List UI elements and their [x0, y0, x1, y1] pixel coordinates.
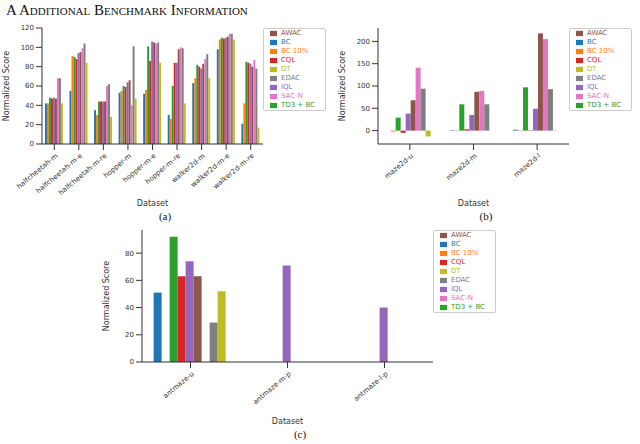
svg-text:antmaze-l-p: antmaze-l-p: [352, 370, 390, 403]
svg-text:Dataset: Dataset: [458, 199, 489, 208]
html-text:CQL: CQL: [281, 56, 296, 64]
svg-text:200: 200: [357, 38, 370, 46]
svg-text:40: 40: [25, 102, 34, 110]
svg-text:maze2d-l: maze2d-l: [512, 152, 542, 179]
html-text:(a): (a): [158, 210, 172, 222]
svg-text:Dataset: Dataset: [272, 417, 303, 426]
html-text:EDAC: EDAC: [587, 74, 607, 82]
svg-text:hopper-m-e: hopper-m-e: [121, 152, 158, 185]
svg-text:Normalized Score: Normalized Score: [102, 261, 111, 331]
svg-text:walker2d-m: walker2d-m: [170, 152, 207, 185]
html-text:BC: BC: [451, 240, 461, 248]
html-text:(c): (c): [293, 428, 307, 440]
html-text:BC 10%: BC 10%: [281, 47, 309, 55]
html-text:SAC-N: SAC-N: [281, 92, 303, 100]
html-text:BC 10%: BC 10%: [451, 249, 479, 257]
svg-text:Normalized Score: Normalized Score: [338, 51, 347, 121]
html-text:AWAC: AWAC: [587, 29, 608, 37]
html-text:AWAC: AWAC: [281, 29, 302, 37]
svg-text:0: 0: [130, 358, 134, 366]
svg-text:Normalized Score: Normalized Score: [8, 51, 11, 121]
svg-text:halfcheetah-m-e: halfcheetah-m-e: [34, 152, 84, 196]
html-text:SAC-N: SAC-N: [451, 294, 473, 302]
html-text:EDAC: EDAC: [451, 276, 471, 284]
svg-text:hopper-m: hopper-m: [102, 152, 134, 180]
svg-text:20: 20: [25, 121, 34, 129]
html-text:IQL: IQL: [587, 83, 599, 91]
svg-text:hopper-m-re: hopper-m-re: [143, 152, 183, 186]
svg-text:0: 0: [366, 127, 370, 135]
html-text:(b): (b): [479, 210, 493, 222]
html-text:DT: DT: [281, 65, 291, 73]
svg-text:120: 120: [21, 24, 34, 32]
html-text:BC: BC: [587, 38, 597, 46]
html-text:A Additional Benchmark Informa: A Additional Benchmark Information: [6, 2, 248, 18]
svg-text:maze2d-m: maze2d-m: [445, 152, 479, 182]
html-text:CQL: CQL: [587, 56, 602, 64]
svg-text:60: 60: [25, 82, 34, 90]
html-text:CQL: CQL: [451, 258, 466, 266]
html-text:DT: DT: [451, 267, 461, 275]
html-text:BC 10%: BC 10%: [587, 47, 615, 55]
svg-text:walker2d-m-re: walker2d-m-re: [212, 152, 256, 191]
html-text:IQL: IQL: [451, 285, 463, 293]
svg-text:antmaze-m-p: antmaze-m-p: [252, 370, 293, 407]
svg-text:50: 50: [361, 105, 370, 113]
svg-text:80: 80: [125, 250, 134, 258]
svg-text:80: 80: [25, 63, 34, 71]
svg-text:40: 40: [125, 304, 134, 312]
html-text:TD3 + BC: TD3 + BC: [281, 101, 315, 109]
svg-text:halfcheetah-m-re: halfcheetah-m-re: [57, 152, 108, 197]
svg-text:halfcheetah-m: halfcheetah-m: [15, 152, 59, 191]
html-text:IQL: IQL: [281, 83, 293, 91]
svg-text:walker2d-m-e: walker2d-m-e: [189, 152, 232, 189]
html-text:DT: DT: [587, 65, 597, 73]
html-text:SAC-N: SAC-N: [587, 92, 609, 100]
svg-text:100: 100: [21, 44, 34, 52]
svg-text:maze2d-u: maze2d-u: [383, 152, 415, 181]
html-text:BC: BC: [281, 38, 291, 46]
svg-text:Dataset: Dataset: [137, 199, 168, 208]
svg-text:60: 60: [125, 277, 134, 285]
html-text:AWAC: AWAC: [451, 231, 472, 239]
svg-text:antmaze-u: antmaze-u: [162, 370, 196, 400]
html-text:TD3 + BC: TD3 + BC: [451, 303, 485, 311]
svg-text:0: 0: [30, 140, 34, 148]
svg-text:100: 100: [357, 82, 370, 90]
svg-text:150: 150: [357, 60, 370, 68]
html-text:EDAC: EDAC: [281, 74, 301, 82]
html-text:TD3 + BC: TD3 + BC: [587, 101, 621, 109]
svg-text:20: 20: [125, 331, 134, 339]
